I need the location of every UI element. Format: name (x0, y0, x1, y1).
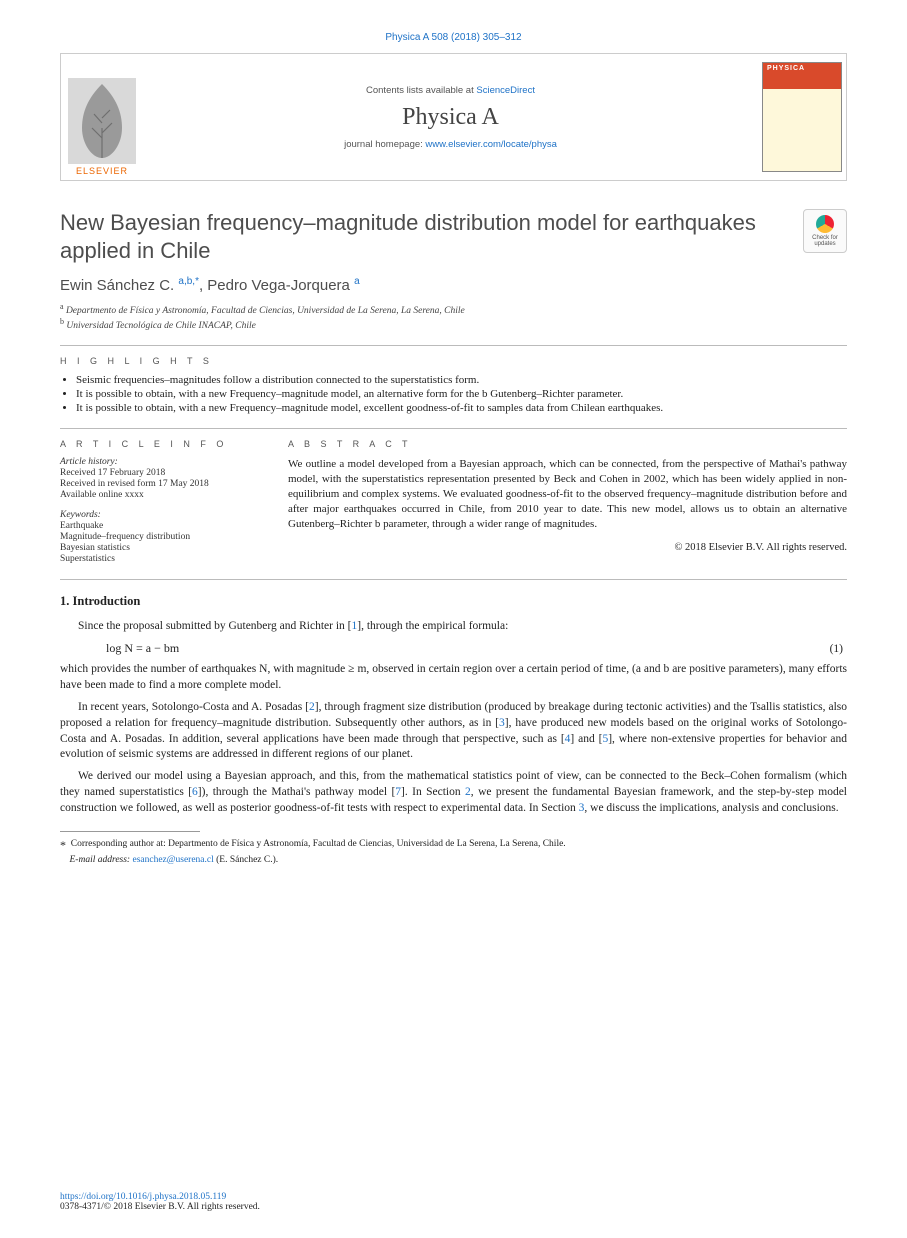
article-history: Article history: Received 17 February 20… (60, 457, 260, 564)
contents-prefix: Contents lists available at (366, 85, 476, 96)
affiliation: b Universidad Tecnológica de Chile INACA… (60, 317, 847, 331)
affiliations: a Departmento de Física y Astronomía, Fa… (60, 302, 847, 331)
check-updates-badge[interactable]: Check for updates (803, 209, 847, 253)
journal-name: Physica A (402, 104, 499, 131)
text: ]. In Section (401, 786, 465, 798)
elsevier-wordmark: ELSEVIER (76, 166, 128, 176)
keyword: Superstatistics (60, 554, 260, 564)
affiliation: a Departmento de Física y Astronomía, Fa… (60, 302, 847, 316)
history-line: Received 17 February 2018 (60, 468, 260, 478)
text: ] and [ (570, 733, 602, 745)
email-label: E-mail address: (70, 855, 133, 865)
corresponding-author-footnote: * Corresponding author at: Departmento d… (60, 838, 847, 866)
intro-para-2: which provides the number of earthquakes… (60, 662, 847, 694)
cover-title-text: PHYSICA (763, 63, 841, 75)
history-label: Article history: (60, 457, 260, 467)
doi-link[interactable]: https://doi.org/10.1016/j.physa.2018.05.… (60, 1192, 226, 1202)
keywords-label: Keywords: (60, 510, 260, 520)
rule (60, 345, 847, 346)
equation-1-row: log N = a − bm (1) (60, 641, 847, 656)
history-line: Available online xxxx (60, 490, 260, 500)
abstract-text: We outline a model developed from a Baye… (288, 457, 847, 531)
intro-para-4: We derived our model using a Bayesian ap… (60, 769, 847, 817)
authors-line: Ewin Sánchez C. a,b,*, Pedro Vega-Jorque… (60, 276, 847, 294)
keyword: Bayesian statistics (60, 543, 260, 553)
text: ], through the empirical formula: (357, 620, 508, 632)
issn-copyright: 0378-4371/© 2018 Elsevier B.V. All right… (60, 1202, 260, 1212)
intro-para-3: In recent years, Sotolongo-Costa and A. … (60, 700, 847, 763)
footnote-text: Corresponding author at: Departmento de … (71, 839, 566, 849)
abstract-label: A B S T R A C T (288, 439, 847, 449)
journal-header: ELSEVIER Contents lists available at Sci… (60, 53, 847, 181)
elsevier-logo: ELSEVIER (61, 54, 143, 180)
text: , we discuss the implications, analysis … (584, 802, 838, 814)
rule (60, 579, 847, 580)
equation-1: log N = a − bm (60, 641, 830, 656)
text: ]), through the Mathai's pathway model [ (198, 786, 395, 798)
highlight-item: It is possible to obtain, with a new Fre… (76, 402, 847, 414)
highlight-item: Seismic frequencies–magnitudes follow a … (76, 374, 847, 386)
updates-label: Check for updates (804, 235, 846, 247)
highlight-item: It is possible to obtain, with a new Fre… (76, 388, 847, 400)
keyword: Magnitude–frequency distribution (60, 532, 260, 542)
text: In recent years, Sotolongo-Costa and A. … (78, 701, 309, 713)
elsevier-tree-icon (68, 78, 136, 164)
contents-available-line: Contents lists available at ScienceDirec… (366, 85, 535, 96)
keyword: Earthquake (60, 521, 260, 531)
article-info-col: A R T I C L E I N F O Article history: R… (60, 439, 260, 565)
section-1-heading: 1. Introduction (60, 594, 847, 609)
cover-image: PHYSICA (762, 62, 842, 172)
homepage-line: journal homepage: www.elsevier.com/locat… (344, 139, 557, 150)
journal-cover-thumb: PHYSICA (758, 54, 846, 180)
article-info-label: A R T I C L E I N F O (60, 439, 260, 449)
info-abstract-row: A R T I C L E I N F O Article history: R… (60, 439, 847, 565)
footnote-star-icon: * (60, 838, 66, 852)
header-center: Contents lists available at ScienceDirec… (143, 54, 758, 180)
highlights-list: Seismic frequencies–magnitudes follow a … (60, 374, 847, 414)
email-who: (E. Sánchez C.). (214, 855, 278, 865)
homepage-prefix: journal homepage: (344, 139, 425, 150)
highlights-label: H I G H L I G H T S (60, 356, 847, 366)
rule (60, 428, 847, 429)
email-link[interactable]: esanchez@userena.cl (132, 855, 213, 865)
copyright-line: © 2018 Elsevier B.V. All rights reserved… (288, 542, 847, 553)
highlights-section: H I G H L I G H T S Seismic frequencies–… (60, 356, 847, 414)
updates-icon (816, 215, 834, 233)
history-line: Received in revised form 17 May 2018 (60, 479, 260, 489)
intro-para-1: Since the proposal submitted by Gutenber… (60, 619, 847, 635)
footnote-rule (60, 831, 200, 832)
article-title: New Bayesian frequency–magnitude distrib… (60, 209, 783, 264)
equation-1-number: (1) (830, 643, 847, 655)
homepage-link[interactable]: www.elsevier.com/locate/physa (425, 139, 556, 150)
abstract-col: A B S T R A C T We outline a model devel… (288, 439, 847, 565)
page-footer: https://doi.org/10.1016/j.physa.2018.05.… (60, 1192, 847, 1212)
text: Since the proposal submitted by Gutenber… (78, 620, 352, 632)
sciencedirect-link[interactable]: ScienceDirect (476, 85, 535, 96)
citation-line: Physica A 508 (2018) 305–312 (60, 32, 847, 43)
